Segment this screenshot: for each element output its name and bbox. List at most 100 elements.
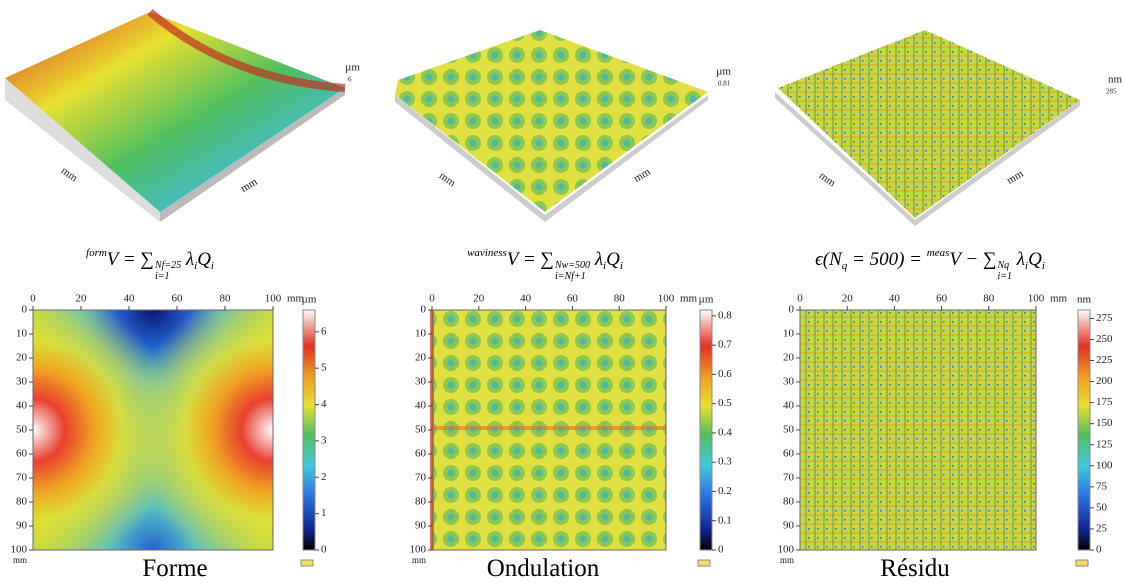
equation: wavinessV = ∑ Nw=500 i=Nf+1 λiQi (467, 248, 623, 283)
eq-under: i=1 (154, 271, 170, 282)
x-tick-label: 60 (567, 293, 579, 305)
y-tick-label: 40 (783, 400, 795, 412)
surface-z-tick: 0.81 (718, 80, 731, 88)
x-tick-label: 80 (983, 293, 995, 305)
x-axis-unit: mm (287, 293, 305, 305)
x-tick-label: 100 (1028, 293, 1045, 305)
eq-over: Nf=25 (154, 260, 182, 271)
colorbar-tick-label: 6 (321, 325, 327, 337)
colorbar-unit: nm (1077, 294, 1092, 306)
eq-sub: i (1025, 260, 1029, 272)
x-tick-label: 0 (429, 293, 435, 305)
y-tick-label: 70 (16, 472, 28, 484)
surface-z-tick: 285 (1106, 88, 1117, 96)
colorbar-tick-label: 5 (321, 362, 327, 374)
equation: ϵ(Nq = 500) = measV − ∑ Nq i=1 λiQi (815, 248, 1045, 283)
colorbar-tick-label: 75 (1096, 480, 1108, 492)
y-tick-label: 50 (16, 424, 28, 436)
y-axis-unit: mm (13, 555, 27, 565)
y-tick-label: 100 (410, 544, 427, 556)
y-tick-label: 30 (16, 376, 28, 388)
y-tick-label: 0 (789, 304, 795, 316)
colorbar (1077, 309, 1091, 551)
surface-axis-label: mm (239, 176, 260, 195)
colorbar-swatch (1075, 559, 1089, 567)
y-tick-label: 20 (415, 352, 427, 364)
surface-side (5, 78, 160, 222)
surface-axis-label: mm (437, 170, 458, 190)
eq-over: Nq (997, 260, 1010, 271)
y-tick-label: 100 (11, 544, 28, 556)
caption: Résidu (880, 555, 950, 582)
colorbar-tick-label: 0.1 (718, 514, 732, 526)
colorbar-tick-label: 0 (718, 544, 724, 556)
eq-text: = 500) = (847, 249, 927, 270)
colorbar-tick-label: 0.8 (718, 309, 732, 321)
y-tick-label: 100 (778, 544, 795, 556)
y-tick-label: 90 (415, 520, 427, 532)
colorbar-tick-label: 2 (321, 471, 327, 483)
x-tick-label: 40 (889, 293, 901, 305)
caption: Forme (142, 555, 208, 582)
colorbar-tick-label: 125 (1096, 438, 1113, 450)
x-tick-label: 20 (842, 293, 854, 305)
colorbar-swatch (300, 559, 314, 567)
y-tick-label: 10 (783, 328, 795, 340)
eq-sub: q (841, 260, 848, 272)
x-tick-label: 60 (936, 293, 948, 305)
colorbar-tick-label: 225 (1096, 354, 1113, 366)
surface-top (5, 12, 345, 212)
colorbar-tick-label: 0 (321, 544, 327, 556)
y-axis-unit: mm (412, 555, 426, 565)
surface-axis-label: mm (59, 165, 80, 185)
x-tick-label: 20 (473, 293, 485, 305)
colorbar-tick-label: 0 (1096, 544, 1102, 556)
x-axis-unit: mm (680, 293, 698, 305)
eq-limits: Nf=25 i=1 (155, 260, 181, 282)
y-tick-label: 80 (16, 496, 28, 508)
colorbar-tick-label: 0.3 (718, 456, 732, 468)
map-bg (800, 310, 1036, 550)
colorbar-tick-label: 4 (321, 398, 327, 410)
colorbar-unit: µm (699, 294, 714, 306)
y-tick-label: 90 (783, 520, 795, 532)
y-tick-label: 30 (783, 376, 795, 388)
eq-sub: i (603, 260, 607, 272)
eq-sub: i (210, 260, 214, 272)
eq-over: Nw=500 (554, 260, 591, 271)
caption: Ondulation (486, 555, 600, 582)
eq-text: ϵ(N (815, 249, 842, 270)
y-tick-label: 50 (415, 424, 427, 436)
colorbar-tick-label: 100 (1096, 459, 1113, 471)
y-tick-label: 0 (421, 304, 427, 316)
colorbar-tick-label: 0.5 (718, 397, 732, 409)
surface-unit: µm (716, 66, 731, 78)
x-tick-label: 60 (172, 293, 184, 305)
colorbar-swatch (697, 559, 711, 567)
colorbar-tick-label: 250 (1096, 333, 1113, 345)
colorbar-unit: µm (302, 294, 317, 306)
x-tick-label: 80 (614, 293, 626, 305)
eq-sub: i (1041, 260, 1045, 272)
colorbar-tick-label: 1 (321, 507, 327, 519)
eq-sub: i (194, 260, 198, 272)
eq-text: V = ∑ (106, 249, 154, 270)
y-tick-label: 60 (16, 448, 28, 460)
colorbar-tick-label: 0.6 (718, 368, 732, 380)
x-tick-label: 20 (76, 293, 88, 305)
eq-text: λ (590, 249, 604, 270)
surface-unit: nm (1108, 74, 1123, 86)
colorbar-tick-label: 25 (1096, 522, 1108, 534)
y-tick-label: 10 (415, 328, 427, 340)
y-tick-label: 10 (16, 328, 28, 340)
colorbar-tick-label: 0.2 (718, 485, 732, 497)
y-axis-unit: mm (780, 555, 794, 565)
x-tick-label: 100 (265, 293, 282, 305)
colorbar-tick-label: 0.4 (718, 426, 732, 438)
eq-text: λ (181, 249, 195, 270)
y-tick-label: 20 (16, 352, 28, 364)
surface-top (778, 30, 1080, 218)
eq-limits: Nw=500 i=Nf+1 (555, 260, 590, 282)
